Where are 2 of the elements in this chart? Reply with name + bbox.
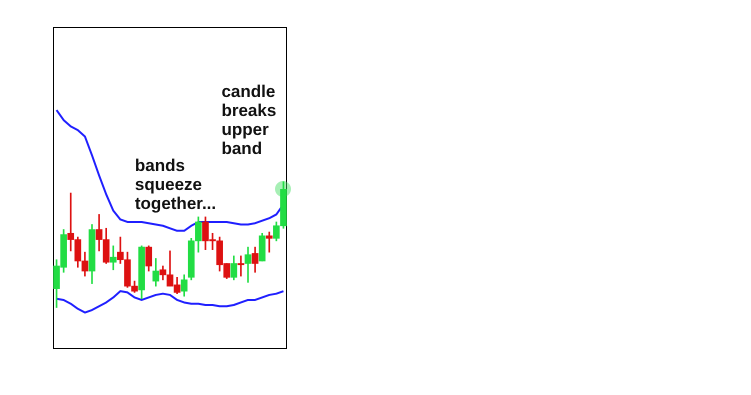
annotation: bands squeeze together... — [134, 156, 216, 213]
text: candle breaks upper band — [221, 82, 276, 158]
